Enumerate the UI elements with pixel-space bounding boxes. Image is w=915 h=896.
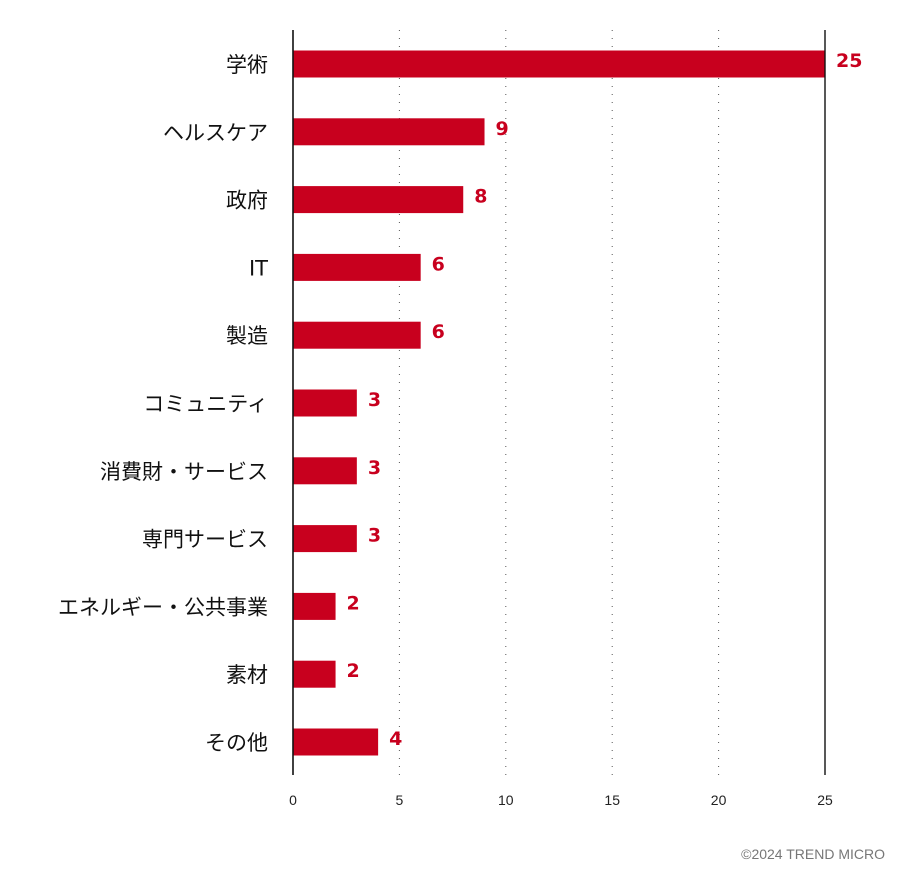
bar-0 — [293, 50, 825, 78]
bars — [293, 50, 825, 756]
value-label-4: 6 — [432, 321, 445, 343]
x-tick-labels: 0 5 10 15 20 25 — [289, 792, 833, 808]
bar-5 — [293, 389, 357, 417]
value-label-1: 9 — [496, 118, 509, 140]
category-label-8: エネルギー・公共事業 — [58, 595, 268, 619]
x-tick-label-0: 0 — [289, 792, 297, 808]
category-label-5: コミュニティ — [143, 392, 268, 416]
value-label-6: 3 — [368, 457, 381, 479]
bar-3 — [293, 253, 421, 281]
x-tick-label-5: 5 — [396, 792, 404, 808]
x-tick-label-20: 20 — [711, 792, 727, 808]
bar-10 — [293, 728, 379, 756]
value-label-10: 4 — [389, 728, 402, 750]
value-label-9: 2 — [347, 660, 360, 682]
value-label-0: 25 — [836, 50, 862, 72]
axes — [292, 30, 826, 775]
category-label-0: 学術 — [226, 53, 268, 77]
category-label-1: ヘルスケア — [163, 121, 268, 145]
bar-8 — [293, 592, 336, 620]
category-label-3: IT — [249, 256, 268, 280]
bar-1 — [293, 118, 485, 146]
category-label-4: 製造 — [226, 324, 268, 348]
bar-7 — [293, 525, 357, 553]
value-label-2: 8 — [474, 186, 487, 208]
bar-4 — [293, 321, 421, 349]
value-labels: 25 9 8 6 6 3 3 3 2 2 4 — [347, 50, 863, 750]
category-label-10: その他 — [205, 731, 268, 755]
x-tick-label-25: 25 — [817, 792, 833, 808]
value-label-8: 2 — [347, 592, 360, 614]
category-label-9: 素材 — [226, 663, 268, 687]
copyright-text: ©2024 TREND MICRO — [741, 846, 885, 862]
x-tick-label-15: 15 — [604, 792, 620, 808]
value-label-5: 3 — [368, 389, 381, 411]
value-label-3: 6 — [432, 253, 445, 275]
bar-6 — [293, 457, 357, 485]
category-label-2: 政府 — [226, 189, 268, 213]
bar-2 — [293, 186, 464, 214]
x-tick-label-10: 10 — [498, 792, 514, 808]
bar-9 — [293, 660, 336, 688]
category-label-6: 消費財・サービス — [100, 460, 268, 484]
category-label-7: 専門サービス — [142, 528, 268, 552]
value-label-7: 3 — [368, 525, 381, 547]
